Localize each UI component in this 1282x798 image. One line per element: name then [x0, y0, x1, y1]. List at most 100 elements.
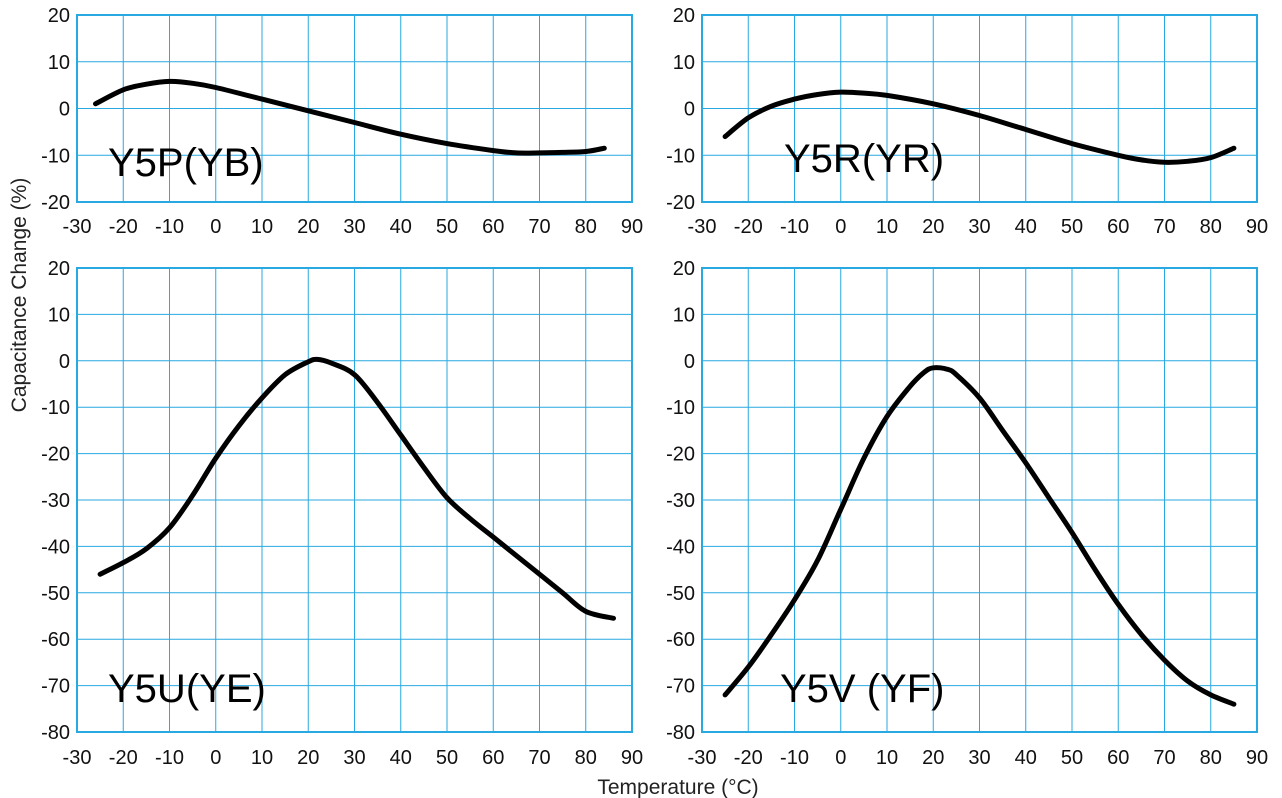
y-axis-title: Capacitance Change (%) [8, 178, 31, 413]
x-tick-label: 60 [482, 216, 504, 238]
panel-label: Y5U(YE) [108, 667, 266, 711]
plot-frame [701, 14, 1258, 203]
y-tick-label: -20 [666, 192, 695, 214]
y-tick-label: -60 [666, 629, 695, 651]
y-tick-label: -20 [41, 192, 70, 214]
series-line [722, 365, 1237, 707]
y-tick-label: 10 [48, 304, 70, 326]
y-tick-label: 20 [673, 258, 695, 280]
panel-label: Y5V (YF) [780, 667, 944, 711]
x-tick-label: 50 [436, 216, 458, 238]
x-tick-label: 30 [968, 747, 990, 769]
y-tick-label: 20 [673, 5, 695, 27]
x-tick-label: 70 [528, 216, 550, 238]
y-tick-label: -10 [41, 145, 70, 167]
x-tick-label: 0 [835, 747, 846, 769]
y-tick-label: -70 [666, 676, 695, 698]
y-tick-label: -40 [41, 536, 70, 558]
x-tick-label: -10 [780, 216, 809, 238]
y-tick-label: 10 [673, 304, 695, 326]
x-tick-label: 90 [1246, 216, 1268, 238]
x-tick-label: 20 [297, 216, 319, 238]
x-tick-label: 40 [1015, 216, 1037, 238]
x-tick-label: 60 [482, 747, 504, 769]
y-tick-label: -10 [666, 145, 695, 167]
chart-panel-4: 20 10 0 -10 -20 -30 -40 -50 -60 -70 -80 -30 -20 -10 0 1… [666, 258, 1268, 769]
series-line [722, 89, 1237, 165]
x-tick-label: 80 [575, 747, 597, 769]
x-tick-label: -20 [734, 216, 763, 238]
y-tick-label: -10 [41, 397, 70, 419]
y-tick-label: 0 [59, 99, 70, 121]
x-tick-label: 20 [922, 747, 944, 769]
y-tick-label: -40 [666, 536, 695, 558]
x-tick-label: 50 [1061, 747, 1083, 769]
y-tick-label: -10 [666, 397, 695, 419]
x-tick-label: 40 [390, 216, 412, 238]
y-tick-label: -70 [41, 676, 70, 698]
panel-label: Y5P(YB) [108, 141, 264, 185]
y-tick-label: -30 [666, 490, 695, 512]
y-tick-label: -80 [666, 722, 695, 744]
x-tick-label: 30 [968, 216, 990, 238]
y-tick-label: -30 [41, 490, 70, 512]
y-tick-label: -20 [666, 444, 695, 466]
x-tick-label: 80 [1200, 747, 1222, 769]
y-tick-label: -20 [41, 444, 70, 466]
x-tick-label: -30 [63, 747, 92, 769]
x-tick-label: 90 [621, 216, 643, 238]
plot-frame [76, 14, 633, 203]
plot-frame [76, 267, 633, 733]
y-tick-label: -50 [41, 583, 70, 605]
x-tick-label: 10 [876, 216, 898, 238]
x-tick-label: 80 [575, 216, 597, 238]
x-tick-label: -20 [109, 747, 138, 769]
x-tick-label: -20 [734, 747, 763, 769]
x-tick-label: 90 [621, 747, 643, 769]
x-tick-label: 30 [343, 216, 365, 238]
x-tick-label: 10 [876, 747, 898, 769]
y-tick-label: -60 [41, 629, 70, 651]
x-tick-label: 10 [251, 747, 273, 769]
x-tick-label: -10 [155, 747, 184, 769]
y-tick-label: 20 [48, 258, 70, 280]
y-tick-label: 20 [48, 5, 70, 27]
x-axis-title: Temperature (°C) [597, 776, 758, 798]
y-tick-label: -50 [666, 583, 695, 605]
y-tick-label: 0 [684, 351, 695, 373]
x-tick-label: -30 [63, 216, 92, 238]
x-tick-label: 90 [1246, 747, 1268, 769]
x-tick-label: 10 [251, 216, 273, 238]
x-tick-label: 50 [436, 747, 458, 769]
x-tick-label: 0 [210, 216, 221, 238]
x-tick-label: 0 [210, 747, 221, 769]
series-line [93, 78, 607, 156]
x-tick-label: 0 [835, 216, 846, 238]
panel-label: Y5R(YR) [784, 137, 944, 181]
x-tick-label: 20 [922, 216, 944, 238]
y-tick-label: -80 [41, 722, 70, 744]
y-tick-label: 10 [673, 52, 695, 74]
x-tick-label: -10 [780, 747, 809, 769]
plot-frame [701, 267, 1258, 733]
x-tick-label: 60 [1107, 747, 1129, 769]
x-tick-label: 80 [1200, 216, 1222, 238]
x-tick-label: 50 [1061, 216, 1083, 238]
x-tick-label: 60 [1107, 216, 1129, 238]
x-tick-label: 40 [390, 747, 412, 769]
x-tick-label: 70 [1153, 747, 1175, 769]
x-tick-label: 70 [1153, 216, 1175, 238]
x-tick-label: -10 [155, 216, 184, 238]
x-tick-label: -30 [688, 747, 717, 769]
y-tick-label: 0 [59, 351, 70, 373]
series-line [97, 356, 616, 621]
x-tick-label: -30 [688, 216, 717, 238]
x-tick-label: 70 [528, 747, 550, 769]
y-tick-label: 0 [684, 99, 695, 121]
x-tick-label: -20 [109, 216, 138, 238]
x-tick-label: 20 [297, 747, 319, 769]
chart-panel-3: 20 10 0 -10 -20 -30 -40 -50 -60 -70 -80 -30 -20 -10 0 1… [41, 258, 643, 769]
